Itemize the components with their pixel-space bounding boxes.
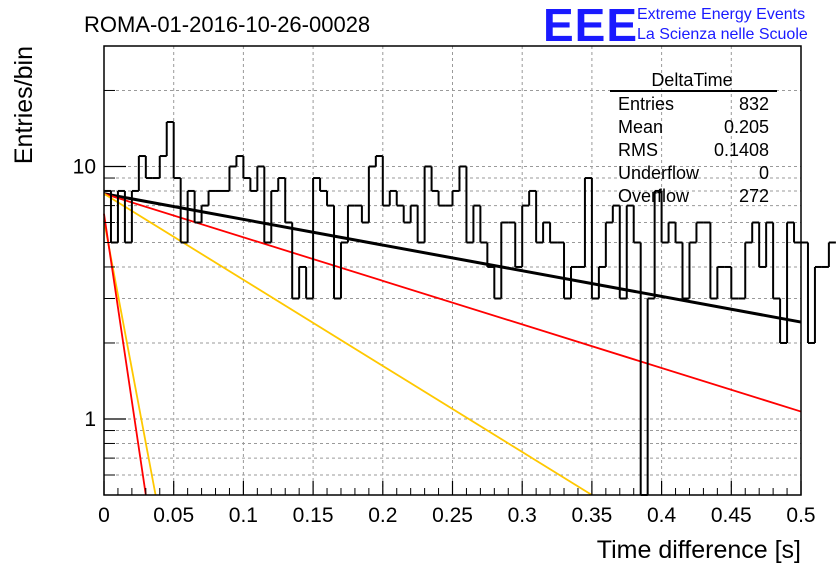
- x-tick-label: 0.3: [508, 504, 537, 527]
- y-tick-label: 1: [84, 408, 96, 431]
- stats-row-label: RMS: [618, 140, 658, 160]
- stats-row-value: 832: [739, 94, 769, 114]
- x-axis-label: Time difference [s]: [597, 536, 801, 564]
- stats-row-label: Mean: [618, 117, 663, 137]
- x-tick-label: 0.25: [432, 504, 473, 527]
- y-axis-label: Entries/bin: [10, 46, 38, 164]
- x-tick-label: 0.05: [153, 504, 194, 527]
- fit-lines: [103, 192, 802, 496]
- stats-row-value: 0: [759, 163, 769, 183]
- eee-logo-line2: La Scienza nelle Scuole: [637, 26, 808, 43]
- axes: 0 0.05 0.1 0.15 0.2 0.25 0.3 0.35 0.4 0.45 0.5 1 10: [73, 89, 816, 527]
- x-tick-label: 0.1: [229, 504, 258, 527]
- chart-title: ROMA-01-2016-10-26-00028: [84, 12, 370, 37]
- fit-line: [103, 192, 802, 413]
- stats-row-label: Underflow: [618, 163, 700, 183]
- eee-logo: EEE Extreme Energy Events La Scienza nel…: [543, 0, 808, 51]
- histogram: [104, 121, 836, 496]
- eee-logo-line1: Extreme Energy Events: [637, 6, 805, 23]
- stats-row-value: 0.205: [724, 117, 769, 137]
- fit-line: [103, 192, 802, 324]
- fit-line: [103, 213, 147, 496]
- eee-logo-mark: EEE: [543, 0, 638, 51]
- x-tick-label: 0.2: [368, 504, 397, 527]
- stats-row-label: Entries: [618, 94, 674, 114]
- stats-row-value: 0.1408: [714, 140, 769, 160]
- stats-title: DeltaTime: [651, 70, 732, 90]
- stats-row-value: 272: [739, 186, 769, 206]
- x-tick-label: 0.5: [786, 504, 815, 527]
- fit-line: [103, 192, 593, 496]
- x-tick-label: 0.15: [293, 504, 334, 527]
- stats-row-label: Overflow: [618, 186, 690, 206]
- x-tick-label: 0: [98, 504, 110, 527]
- y-tick-label: 10: [73, 155, 96, 178]
- x-tick-label: 0.45: [711, 504, 752, 527]
- x-tick-label: 0.35: [571, 504, 612, 527]
- stats-box: DeltaTime Entries 832 Mean 0.205 RMS 0.1408 Un…: [610, 70, 777, 206]
- x-tick-label: 0.4: [647, 504, 677, 527]
